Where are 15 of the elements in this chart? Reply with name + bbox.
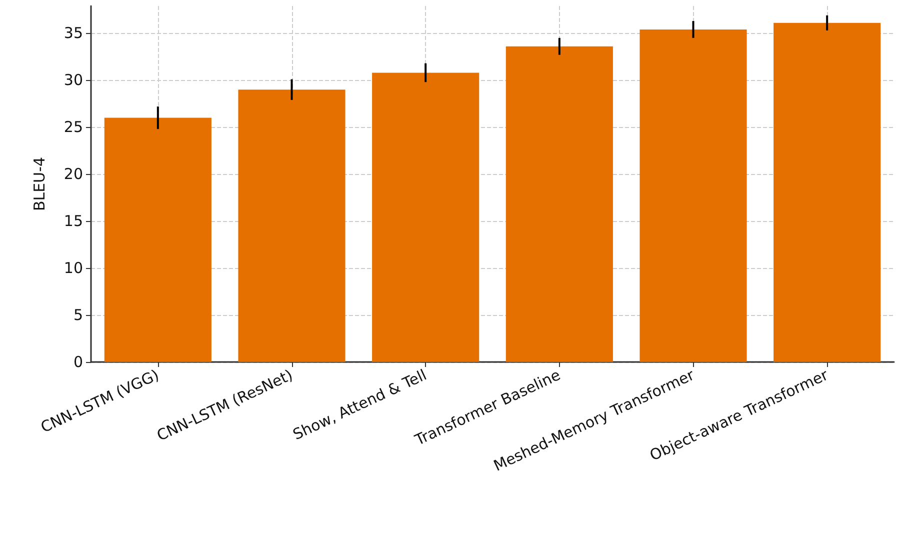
bar <box>506 46 613 362</box>
y-tick-label: 35 <box>64 24 83 42</box>
y-tick-label: 5 <box>73 306 83 324</box>
bar <box>774 22 881 362</box>
y-tick-label: 30 <box>64 71 83 90</box>
bar <box>640 29 747 362</box>
y-tick-label: 10 <box>64 259 83 278</box>
bar <box>104 118 212 362</box>
y-tick-label: 25 <box>64 118 83 136</box>
bar <box>372 72 480 362</box>
y-tick-label: 0 <box>73 353 83 371</box>
y-tick-label: 15 <box>64 212 83 230</box>
bar <box>238 90 346 362</box>
y-tick-label: 20 <box>64 165 83 184</box>
y-axis-title: BLEU-4 <box>30 156 48 212</box>
